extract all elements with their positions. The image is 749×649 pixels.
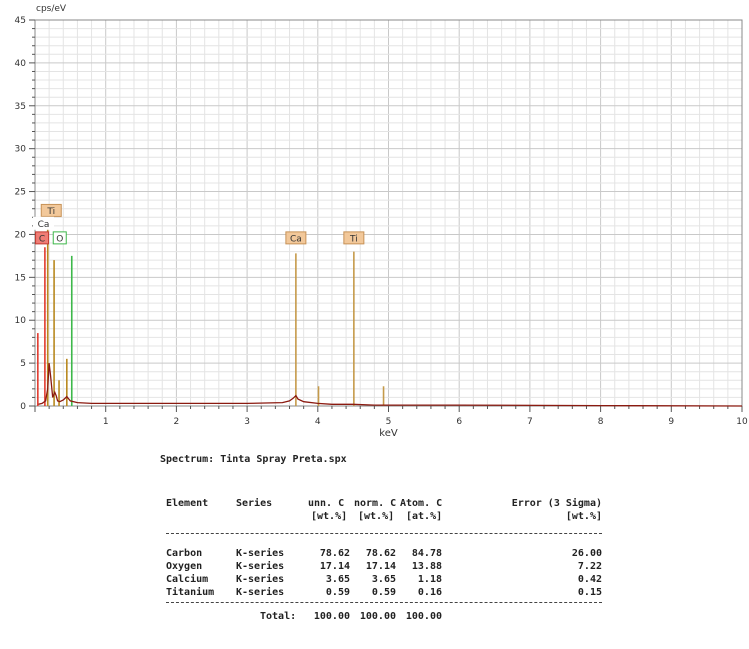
total-label: Total: (260, 611, 297, 622)
peak-lines (37, 225, 385, 406)
element-markers: Ti Ca C O Ca Ti (32, 203, 365, 245)
marker-box (343, 231, 365, 245)
total-atom: 100.00 (405, 611, 442, 622)
header-norm: norm. C (354, 498, 397, 509)
y-tick-label: 20 (15, 230, 27, 240)
table-row: Carbon K-series 78.62 78.62 84.78 26.00 (160, 548, 605, 561)
cell-element: Carbon (166, 548, 203, 559)
table-unit-row: [wt.%] [wt.%] [at.%] [wt.%] (160, 511, 605, 524)
spectrum-series (38, 363, 743, 407)
header-error: Error (3 Sigma) (511, 498, 602, 509)
x-tick-label: 2 (174, 417, 180, 427)
table-row: Titanium K-series 0.59 0.59 0.16 0.15 (160, 587, 605, 600)
cell-series: K-series (236, 587, 285, 598)
cell-norm: 17.14 (365, 561, 396, 572)
y-tick-label: 30 (15, 145, 27, 155)
marker-label: Ti (349, 234, 358, 244)
divider-bottom (166, 602, 602, 603)
marker-label: Ti (46, 207, 55, 217)
cell-atom: 1.18 (417, 574, 442, 585)
element-marker: Ca (285, 231, 307, 245)
marker-box (40, 203, 62, 217)
x-tick-label: 9 (668, 417, 674, 427)
unit-error: [wt.%] (565, 511, 602, 522)
element-marker: Ti (343, 231, 365, 245)
element-marker: Ti (40, 203, 62, 217)
cell-atom: 84.78 (411, 548, 442, 559)
total-unn: 100.00 (313, 611, 350, 622)
unit-norm: [wt.%] (358, 511, 395, 522)
chart-axes (29, 19, 743, 412)
y-axis-label: cps/eV (36, 4, 67, 14)
marker-box (35, 231, 50, 245)
y-tick-label: 45 (15, 16, 26, 26)
marker-box (285, 231, 307, 245)
x-tick-label: 10 (736, 417, 748, 427)
element-marker: Ca (32, 216, 54, 230)
x-axis-label: keV (379, 428, 398, 439)
cell-element: Oxygen (166, 561, 203, 572)
y-tick-label: 25 (15, 188, 26, 198)
header-series: Series (236, 498, 273, 509)
y-tick-label: 0 (20, 402, 26, 412)
cell-norm: 3.65 (371, 574, 396, 585)
element-marker: O (52, 231, 67, 245)
y-tick-label: 40 (15, 59, 27, 69)
marker-box (32, 216, 54, 230)
marker-label: C (39, 234, 45, 244)
cell-atom: 13.88 (411, 561, 442, 572)
cell-series: K-series (236, 561, 285, 572)
cell-error: 0.42 (577, 574, 602, 585)
marker-label: Ca (38, 220, 50, 230)
cell-element: Calcium (166, 574, 209, 585)
x-tick-label: 1 (103, 417, 109, 427)
spectrum-line (38, 363, 743, 407)
table-row: Oxygen K-series 17.14 17.14 13.88 7.22 (160, 561, 605, 574)
cell-norm: 0.59 (371, 587, 396, 598)
cell-error: 0.15 (577, 587, 602, 598)
results-table: Element Series unn. C norm. C Atom. C Er… (160, 498, 605, 622)
marker-box (52, 231, 67, 245)
marker-label: Ca (290, 234, 302, 244)
cell-atom: 0.16 (417, 587, 442, 598)
divider-top (166, 533, 602, 534)
chart-grid (34, 19, 743, 407)
x-tick-label: 5 (386, 417, 392, 427)
header-unn: unn. C (308, 498, 345, 509)
total-norm: 100.00 (359, 611, 396, 622)
cell-error: 7.22 (577, 561, 602, 572)
cell-series: K-series (236, 548, 285, 559)
marker-label: O (56, 234, 63, 244)
header-atom: Atom. C (400, 498, 443, 509)
cell-series: K-series (236, 574, 285, 585)
y-tick-label: 10 (15, 316, 27, 326)
table-header-row: Element Series unn. C norm. C Atom. C Er… (160, 498, 605, 511)
x-tick-label: 7 (527, 417, 533, 427)
total-row: Total: 100.00 100.00 100.00 (160, 611, 605, 624)
unit-atom: [at.%] (406, 511, 443, 522)
element-marker: C (35, 231, 50, 245)
x-tick-label: 6 (456, 417, 462, 427)
cell-unn: 0.59 (325, 587, 350, 598)
y-tick-label: 15 (15, 273, 26, 283)
cell-unn: 17.14 (319, 561, 350, 572)
x-tick-label: 8 (598, 417, 604, 427)
x-tick-label: 3 (244, 417, 250, 427)
table-row: Calcium K-series 3.65 3.65 1.18 0.42 (160, 574, 605, 587)
x-tick-label: 4 (315, 417, 321, 427)
cell-error: 26.00 (571, 548, 602, 559)
header-element: Element (166, 498, 209, 509)
cell-unn: 3.65 (325, 574, 350, 585)
spectrum-filename: Spectrum: Tinta Spray Preta.spx (160, 454, 347, 465)
cell-norm: 78.62 (365, 548, 396, 559)
cell-unn: 78.62 (319, 548, 350, 559)
unit-unn: [wt.%] (311, 511, 348, 522)
y-tick-label: 5 (20, 359, 26, 369)
cell-element: Titanium (166, 587, 215, 598)
y-tick-label: 35 (15, 102, 26, 112)
